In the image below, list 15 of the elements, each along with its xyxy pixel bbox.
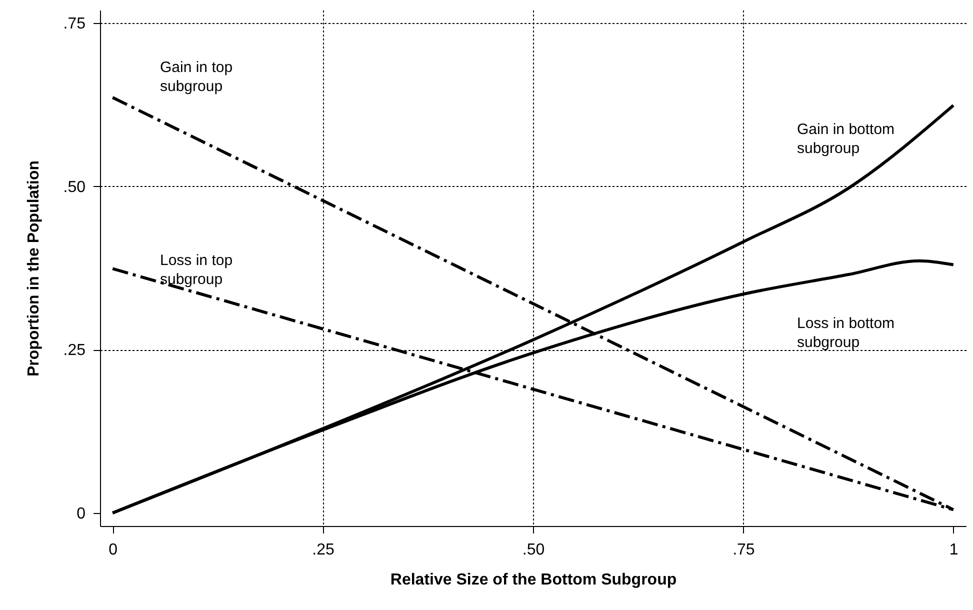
x-tick-label: .75 (732, 542, 755, 558)
y-tick-label: .75 (63, 16, 86, 33)
x-axis-title: Relative Size of the Bottom Subgroup (390, 572, 677, 588)
x-tick-label: .50 (522, 542, 545, 558)
x-tick-label: 0 (108, 542, 118, 558)
series-label: Gain in bottom subgroup (797, 121, 895, 157)
y-tick-label: .25 (63, 342, 86, 360)
y-tick-label: .50 (63, 178, 86, 196)
y-tick-label: 0 (76, 505, 86, 522)
text: Loss in bottom subgroup (797, 315, 895, 351)
series-label: Gain in top subgroup (160, 59, 233, 95)
x-tick-label: .25 (312, 542, 335, 558)
y-axis-title: Proportion in the Population (25, 160, 42, 376)
x-tick-label: 1 (949, 542, 958, 558)
series-label: Loss in top subgroup (160, 252, 233, 288)
